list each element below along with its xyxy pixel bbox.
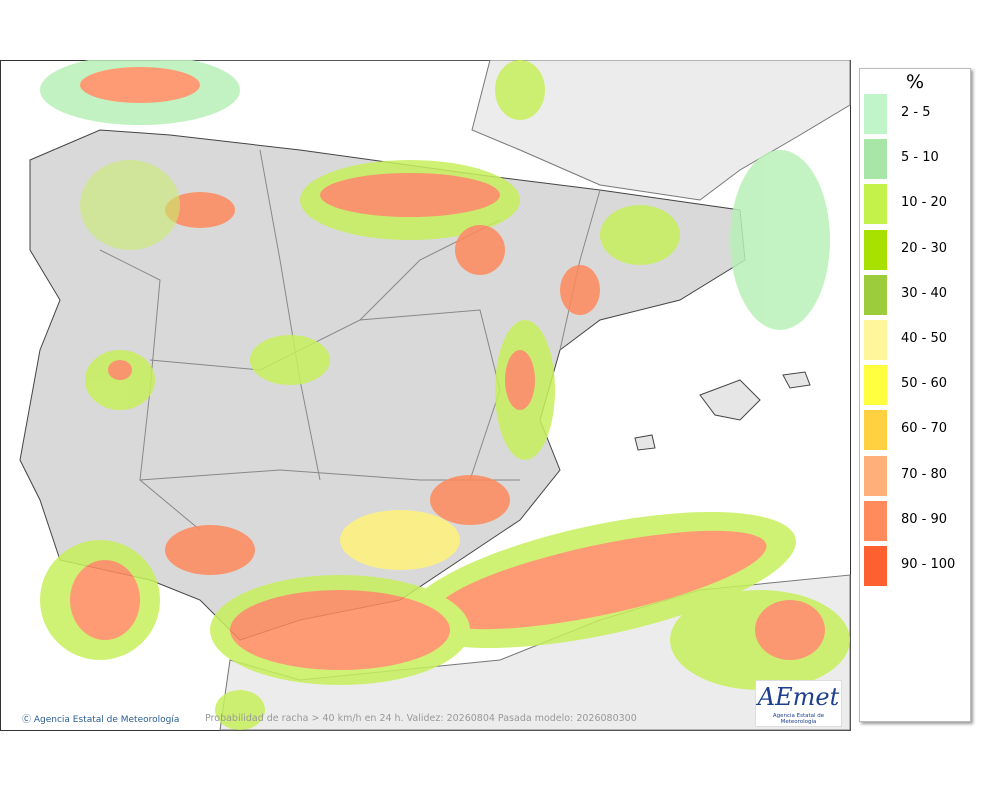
legend-swatch bbox=[864, 139, 887, 180]
legend-swatch bbox=[864, 500, 887, 541]
legend-swatch bbox=[864, 229, 887, 270]
credit: Ⓒ Agencia Estatal de Meteorología bbox=[22, 715, 180, 725]
logo-text: Agencia Estatal de Meteorología bbox=[772, 713, 825, 725]
caption: Probabilidad de racha > 40 km/h en 24 h.… bbox=[205, 713, 637, 724]
logo-mark: AEmet bbox=[757, 683, 840, 711]
legend-swatch bbox=[864, 274, 887, 315]
legend-label: 60 - 70 bbox=[901, 421, 948, 437]
credit-text: Agencia Estatal de Meteorología bbox=[33, 715, 180, 725]
legend: % 2 - 5 5 - 10 10 - 20 20 - 30 30 - 40 40 - 5… bbox=[859, 68, 971, 722]
borders bbox=[99, 149, 601, 531]
legend-swatch bbox=[864, 184, 887, 225]
legend-label: 10 - 20 bbox=[901, 195, 948, 211]
legend-swatch bbox=[864, 546, 887, 586]
legend-label: 5 - 10 bbox=[901, 150, 939, 166]
legend-swatch bbox=[864, 455, 887, 496]
legend-label: 20 - 30 bbox=[901, 240, 948, 256]
legend-title: % bbox=[905, 71, 925, 93]
probability-field bbox=[40, 60, 850, 730]
map bbox=[0, 60, 851, 731]
legend-label: 50 - 60 bbox=[901, 376, 948, 392]
legend-label: 90 - 100 bbox=[901, 557, 956, 572]
legend-swatch bbox=[864, 365, 887, 406]
legend-label: 40 - 50 bbox=[901, 331, 948, 346]
legend-swatch bbox=[864, 320, 887, 360]
legend-label: 80 - 90 bbox=[901, 511, 948, 527]
legend-label: 30 - 40 bbox=[901, 285, 948, 301]
legend-swatch bbox=[864, 94, 887, 134]
legend-label: 2 - 5 bbox=[901, 105, 931, 120]
land bbox=[19, 60, 851, 731]
legend-label: 70 - 80 bbox=[901, 466, 948, 482]
legend-swatch bbox=[864, 410, 887, 451]
logo: AEmet Agencia Estatal de Meteorología bbox=[755, 680, 842, 727]
